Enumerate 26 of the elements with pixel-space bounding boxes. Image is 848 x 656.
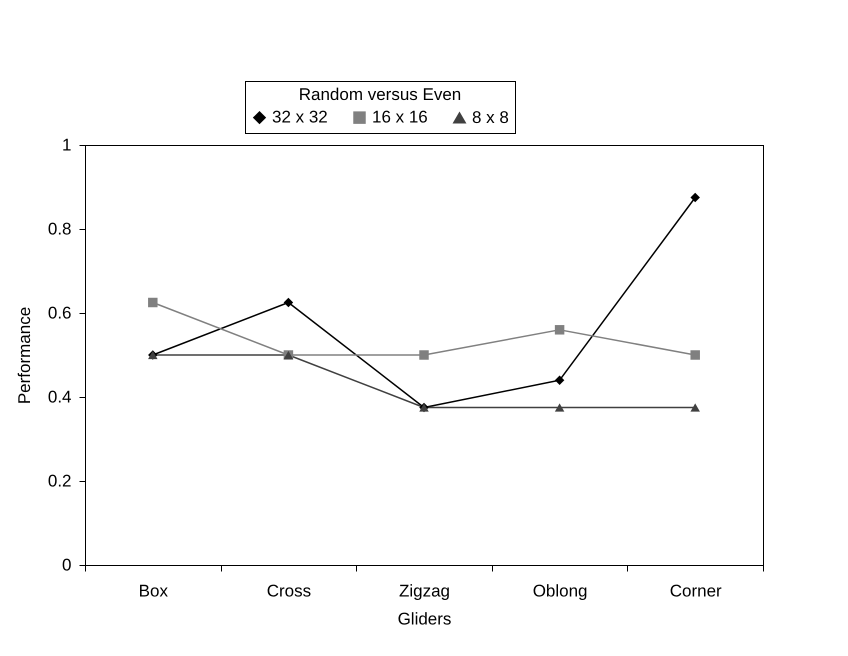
legend-label: 8 x 8 — [472, 108, 509, 127]
y-tick-label: 0.4 — [48, 388, 72, 406]
x-tick-label: Cross — [266, 582, 312, 600]
y-tick-label: 1 — [62, 136, 72, 154]
point — [554, 325, 564, 335]
y-tick-label: 0.8 — [48, 220, 72, 238]
point — [284, 298, 294, 308]
point — [690, 192, 700, 202]
x-tick-label: Zigzag — [398, 582, 450, 600]
legend-title: Random versus Even — [298, 85, 462, 104]
point — [148, 298, 158, 308]
point — [554, 403, 564, 412]
x-tick-label: Box — [138, 582, 168, 600]
y-tick-label: 0.2 — [48, 472, 72, 490]
x-axis-title: Gliders — [398, 610, 452, 628]
point — [554, 375, 564, 385]
y-tick-label: 0.6 — [48, 304, 72, 322]
x-tick-label: Oblong — [532, 582, 588, 600]
point — [419, 350, 429, 360]
x-tick-label: Corner — [670, 582, 722, 600]
y-axis-title: Performance — [14, 306, 34, 404]
point — [690, 403, 700, 412]
legend-label: 16 x 16 — [372, 108, 428, 127]
y-tick-label: 0 — [62, 556, 72, 574]
point — [690, 350, 700, 360]
legend-label: 32 x 32 — [272, 108, 328, 127]
